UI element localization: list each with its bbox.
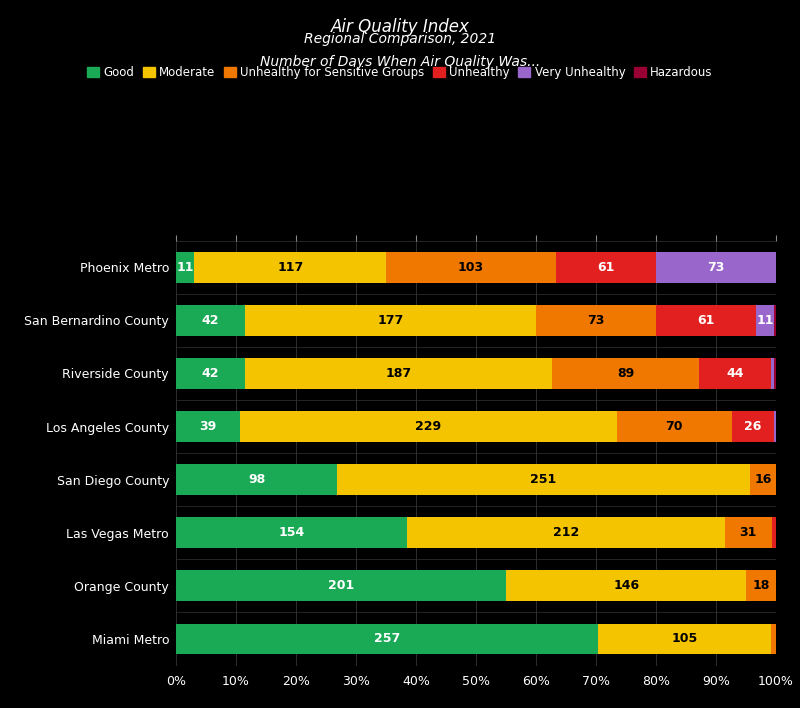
Text: 11: 11 xyxy=(176,261,194,274)
Text: 89: 89 xyxy=(617,367,634,380)
Text: 18: 18 xyxy=(753,579,770,593)
Bar xyxy=(774,358,776,389)
Bar xyxy=(656,305,756,336)
Bar xyxy=(746,571,776,601)
Bar xyxy=(725,518,771,548)
Bar xyxy=(656,252,776,282)
Bar xyxy=(386,252,556,282)
Bar xyxy=(598,624,771,654)
Text: 212: 212 xyxy=(553,526,579,539)
Text: 73: 73 xyxy=(707,261,725,274)
Bar xyxy=(698,358,771,389)
Text: 187: 187 xyxy=(386,367,412,380)
Text: 103: 103 xyxy=(458,261,484,274)
Bar xyxy=(245,305,536,336)
Bar xyxy=(732,411,774,442)
Bar xyxy=(774,305,776,336)
Bar xyxy=(337,464,750,495)
Bar xyxy=(407,518,725,548)
Bar xyxy=(771,358,774,389)
Text: 44: 44 xyxy=(726,367,744,380)
Text: 201: 201 xyxy=(328,579,354,593)
Bar xyxy=(556,252,656,282)
Bar xyxy=(750,464,776,495)
Bar xyxy=(176,518,407,548)
Legend: Good, Moderate, Unhealthy for Sensitive Groups, Unhealthy, Very Unhealthy, Hazar: Good, Moderate, Unhealthy for Sensitive … xyxy=(87,66,713,79)
Text: 177: 177 xyxy=(378,314,404,327)
Bar xyxy=(774,411,776,442)
Bar xyxy=(176,464,337,495)
Text: 26: 26 xyxy=(744,420,762,433)
Text: Regional Comparison, 2021: Regional Comparison, 2021 xyxy=(304,32,496,46)
Bar xyxy=(245,358,553,389)
Bar xyxy=(176,252,194,282)
Bar xyxy=(176,411,240,442)
Bar xyxy=(176,624,598,654)
Bar xyxy=(240,411,617,442)
Bar xyxy=(756,305,774,336)
Bar xyxy=(617,411,732,442)
Bar xyxy=(506,571,746,601)
Bar xyxy=(553,358,698,389)
Text: 73: 73 xyxy=(587,314,605,327)
Text: Air Quality Index: Air Quality Index xyxy=(330,18,470,35)
Text: 16: 16 xyxy=(754,473,771,486)
Text: 42: 42 xyxy=(202,367,219,380)
Text: 154: 154 xyxy=(278,526,305,539)
Text: 61: 61 xyxy=(698,314,715,327)
Bar xyxy=(176,305,245,336)
Text: 42: 42 xyxy=(202,314,219,327)
Text: 146: 146 xyxy=(614,579,639,593)
Bar xyxy=(771,624,776,654)
Bar xyxy=(176,358,245,389)
Text: 31: 31 xyxy=(739,526,757,539)
Text: 229: 229 xyxy=(415,420,442,433)
Text: 251: 251 xyxy=(530,473,557,486)
Text: 117: 117 xyxy=(277,261,303,274)
Bar xyxy=(194,252,386,282)
Text: 39: 39 xyxy=(199,420,217,433)
Bar xyxy=(176,571,506,601)
Text: 70: 70 xyxy=(666,420,683,433)
Text: 61: 61 xyxy=(597,261,614,274)
Text: Number of Days When Air Quality Was...: Number of Days When Air Quality Was... xyxy=(260,55,540,69)
Bar xyxy=(771,518,776,548)
Bar xyxy=(536,305,656,336)
Text: 98: 98 xyxy=(248,473,265,486)
Text: 11: 11 xyxy=(757,314,774,327)
Bar xyxy=(776,411,778,442)
Text: 105: 105 xyxy=(672,632,698,646)
Text: 257: 257 xyxy=(374,632,400,646)
